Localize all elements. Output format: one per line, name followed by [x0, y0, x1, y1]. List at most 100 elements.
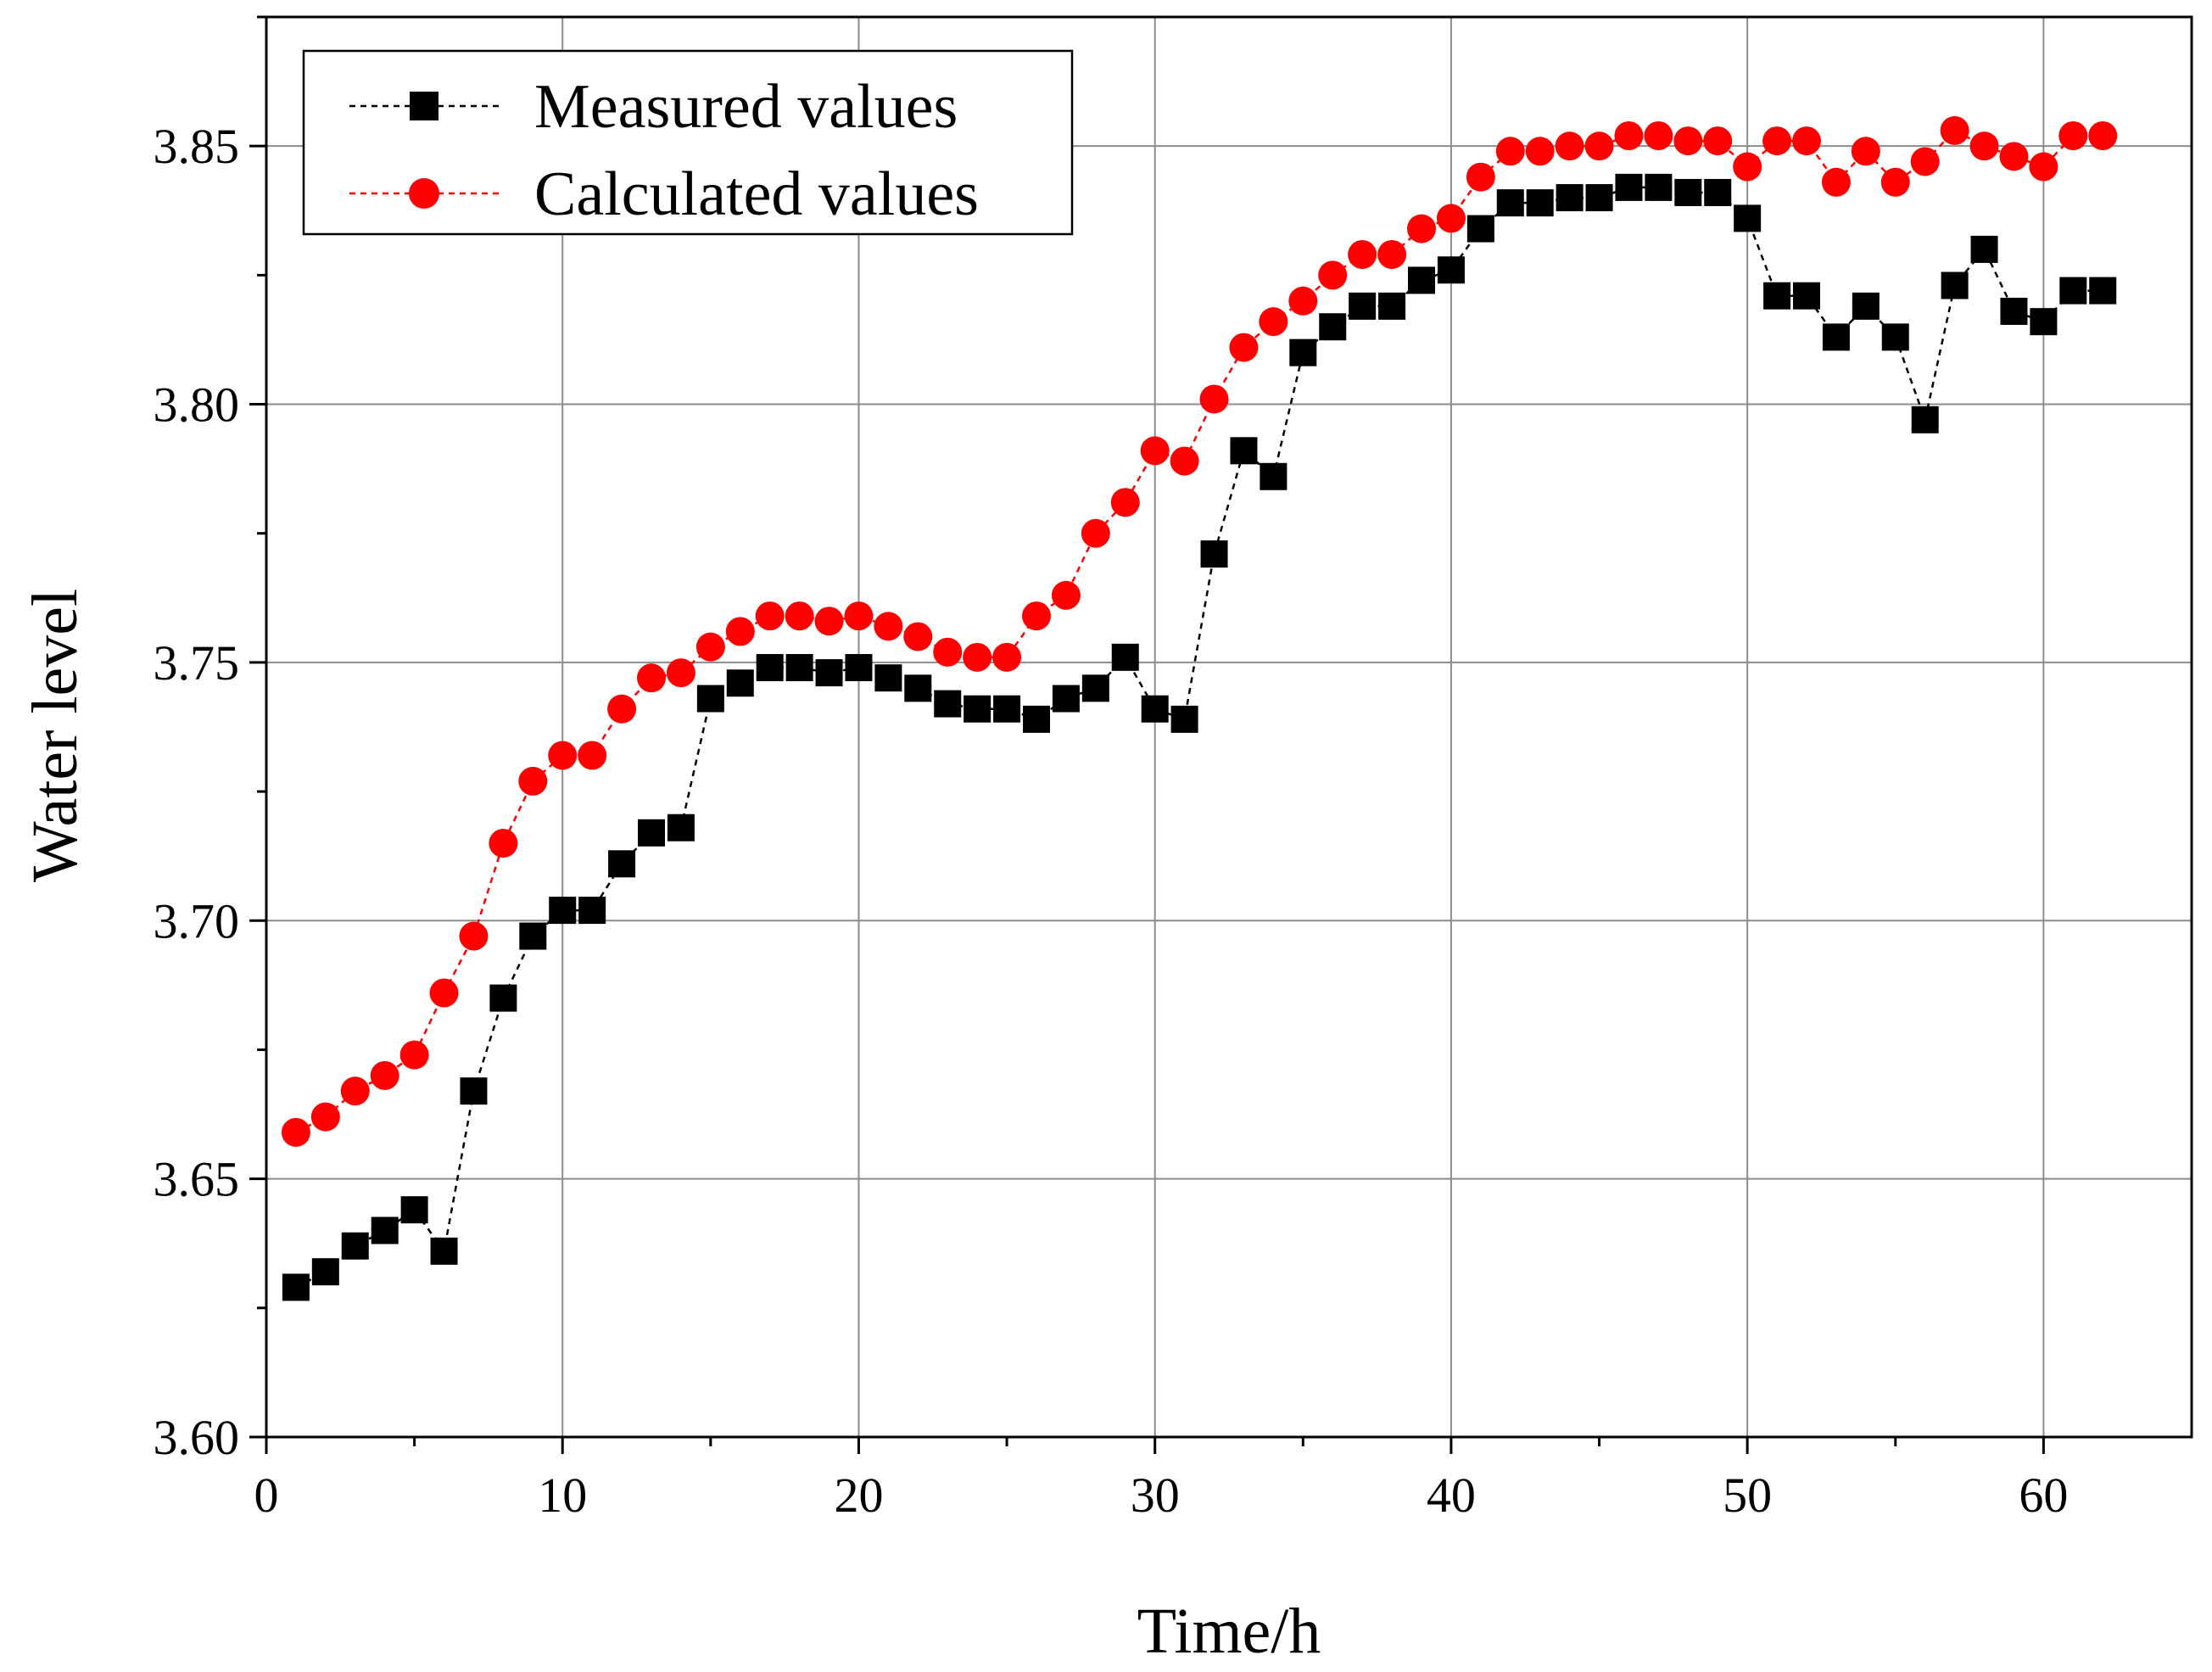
data-point-measured — [2030, 308, 2058, 336]
data-point-measured — [341, 1232, 369, 1260]
y-tick-label: 3.80 — [154, 377, 240, 433]
data-point-measured — [1466, 215, 1494, 243]
legend-marker-calculated — [409, 178, 439, 209]
data-point-calculated — [1584, 131, 1614, 161]
series-measured — [282, 173, 2117, 1301]
data-point-measured — [608, 850, 636, 878]
data-point-calculated — [725, 617, 755, 646]
data-point-calculated — [933, 637, 963, 667]
data-point-calculated — [548, 741, 578, 770]
data-point-calculated — [785, 601, 814, 631]
data-point-calculated — [1733, 152, 1762, 182]
data-point-calculated — [1407, 214, 1436, 243]
data-point-measured — [696, 685, 724, 713]
data-point-measured — [1111, 643, 1139, 671]
legend-marker-measured — [410, 92, 438, 120]
data-point-calculated — [814, 607, 844, 636]
data-point-calculated — [1910, 147, 1940, 176]
data-point-calculated — [1288, 286, 1318, 316]
x-tick-label: 0 — [254, 1468, 279, 1523]
data-point-calculated — [1525, 137, 1555, 166]
data-point-measured — [815, 659, 843, 687]
data-point-measured — [1260, 462, 1288, 490]
data-point-calculated — [578, 741, 607, 770]
data-point-calculated — [695, 632, 725, 662]
data-point-measured — [430, 1237, 458, 1265]
data-point-calculated — [963, 642, 992, 672]
data-point-measured — [1645, 173, 1673, 201]
data-point-measured — [638, 819, 665, 847]
data-point-calculated — [1644, 121, 1673, 151]
legend: Measured values Calculated values — [302, 49, 1074, 236]
data-point-calculated — [459, 921, 489, 951]
data-point-measured — [1170, 705, 1198, 733]
data-point-calculated — [2029, 152, 2058, 182]
data-point-calculated — [429, 978, 459, 1008]
data-point-measured — [1970, 235, 1998, 263]
data-point-calculated — [1081, 518, 1110, 548]
data-point-measured — [1556, 184, 1584, 212]
data-point-measured — [1793, 282, 1820, 310]
data-point-measured — [1230, 437, 1258, 465]
data-point-measured — [1023, 705, 1050, 733]
data-point-calculated — [518, 766, 548, 796]
axes: 0 10 20 30 40 50 60 3.60 3.65 3.70 3.75 3.80 3.85 — [154, 15, 2068, 1523]
data-point-calculated — [1673, 126, 1703, 156]
series-layer — [281, 115, 2118, 1301]
data-point-calculated — [1318, 260, 1348, 290]
data-point-calculated — [1555, 131, 1584, 161]
data-point-calculated — [1377, 240, 1407, 270]
data-point-measured — [371, 1216, 399, 1244]
data-point-measured — [1615, 173, 1643, 201]
data-point-calculated — [281, 1117, 310, 1147]
data-point-measured — [1911, 405, 1939, 433]
data-point-measured — [1200, 540, 1228, 568]
data-point-measured — [549, 897, 577, 925]
data-point-measured — [874, 664, 902, 692]
data-point-measured — [1734, 204, 1762, 232]
data-point-calculated — [340, 1076, 370, 1106]
x-tick-label: 30 — [1131, 1468, 1180, 1523]
data-point-measured — [282, 1273, 310, 1301]
data-point-calculated — [1495, 137, 1525, 166]
data-point-measured — [1941, 271, 1969, 299]
x-axis-title: Time/h — [1137, 1596, 1321, 1667]
legend-label-measured: Measured values — [534, 72, 958, 142]
data-point-calculated — [1969, 131, 1999, 161]
data-point-calculated — [1259, 307, 1288, 337]
data-point-measured — [1526, 189, 1554, 217]
data-point-measured — [667, 814, 695, 842]
data-point-measured — [1081, 674, 1109, 702]
data-point-measured — [726, 669, 754, 697]
data-point-measured — [1496, 189, 1524, 217]
legend-label-calculated: Calculated values — [534, 159, 979, 229]
data-point-measured — [519, 922, 547, 950]
y-axis-title: Water level — [20, 589, 91, 882]
x-tick-label: 40 — [1427, 1468, 1476, 1523]
data-point-calculated — [1762, 126, 1792, 156]
data-point-calculated — [874, 612, 903, 641]
data-point-calculated — [1821, 167, 1851, 197]
data-point-calculated — [1999, 142, 2029, 171]
data-point-calculated — [1880, 167, 1910, 197]
data-point-calculated — [1703, 126, 1733, 156]
data-point-measured — [1349, 292, 1377, 320]
data-point-calculated — [903, 622, 933, 651]
data-point-measured — [1319, 313, 1347, 341]
y-tick-label: 3.85 — [154, 119, 240, 174]
data-point-calculated — [992, 642, 1022, 672]
x-tick-label: 60 — [2019, 1468, 2068, 1523]
data-point-measured — [400, 1196, 428, 1224]
data-point-measured — [1289, 338, 1317, 366]
data-point-measured — [311, 1258, 339, 1286]
data-point-measured — [1763, 282, 1791, 310]
data-point-measured — [1052, 685, 1080, 713]
data-point-measured — [460, 1077, 488, 1105]
x-tick-label: 10 — [538, 1468, 587, 1523]
plot-frame — [265, 15, 2193, 1439]
data-point-calculated — [607, 694, 637, 724]
x-tick-label: 20 — [834, 1468, 883, 1523]
data-point-calculated — [755, 601, 785, 631]
data-point-measured — [1704, 178, 1732, 206]
